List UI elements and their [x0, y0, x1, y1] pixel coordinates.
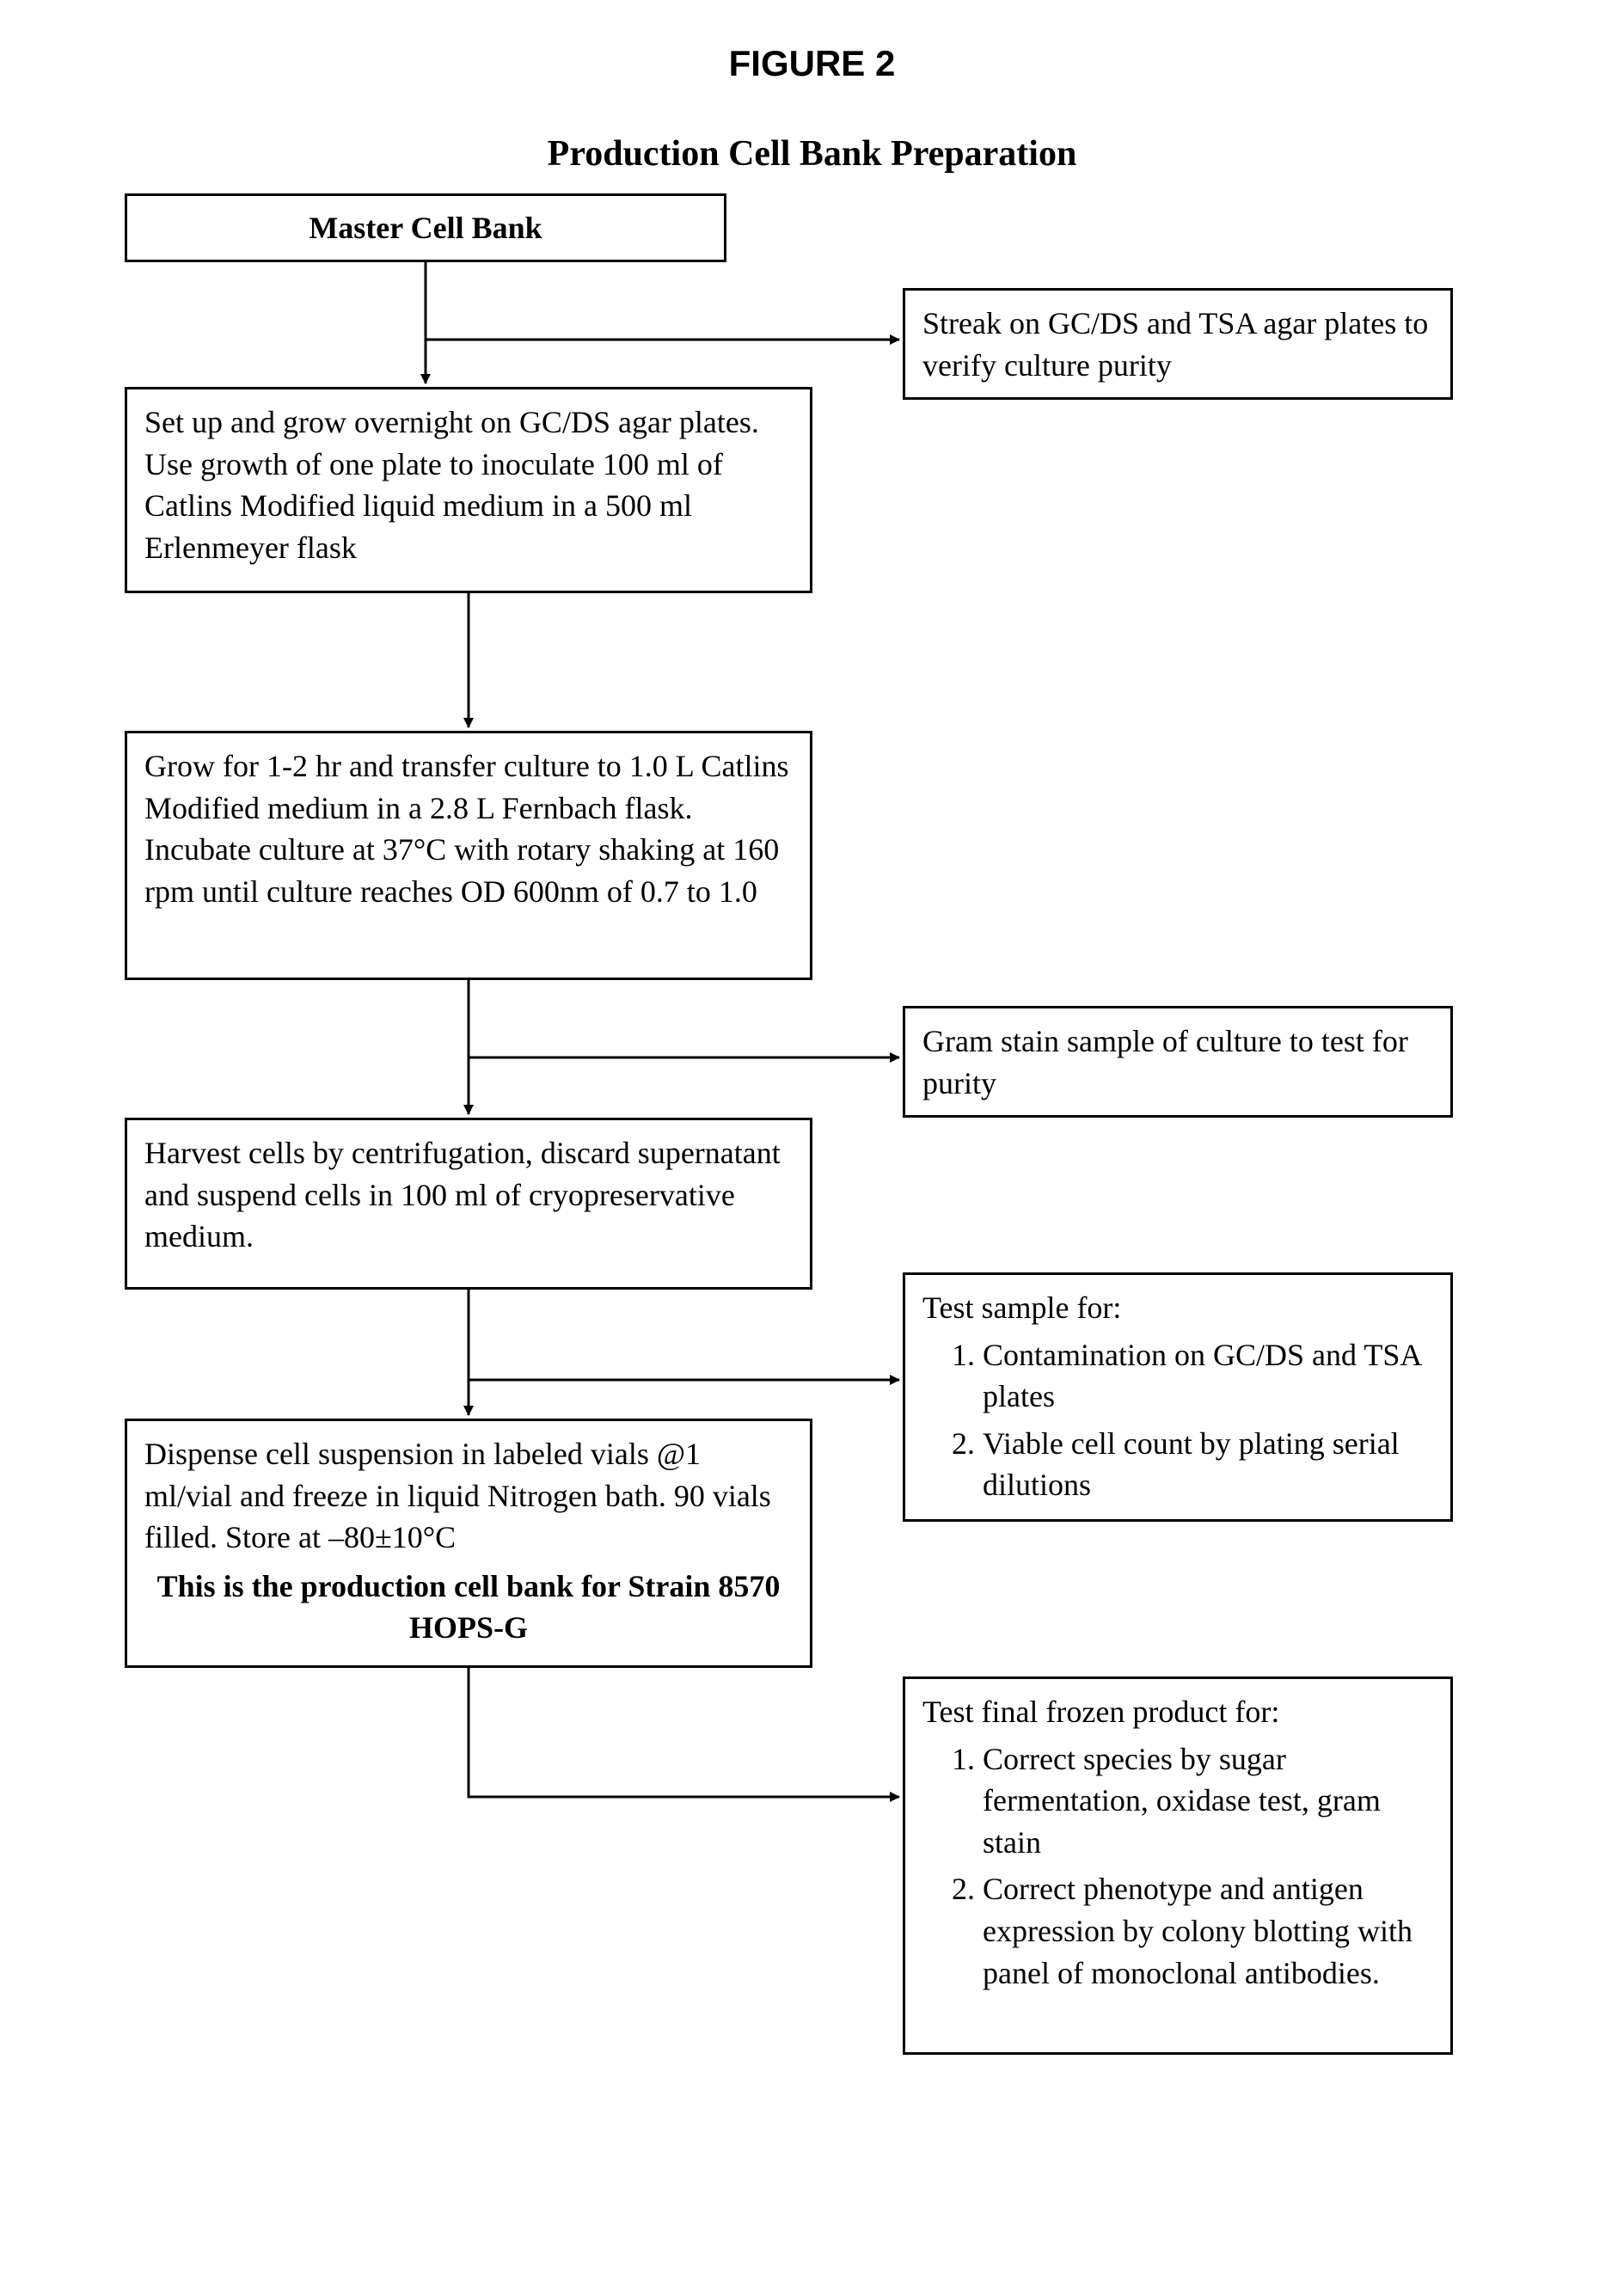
node-dispense-emphasis: This is the production cell bank for Str… — [144, 1566, 793, 1649]
test-final-heading: Test final frozen product for: — [922, 1695, 1279, 1729]
node-gram-stain: Gram stain sample of culture to test for… — [903, 1006, 1453, 1118]
node-master-cell-bank: Master Cell Bank — [125, 193, 726, 262]
test-sample-heading: Test sample for: — [922, 1290, 1121, 1325]
node-grow-transfer: Grow for 1-2 hr and transfer culture to … — [125, 731, 812, 980]
node-dispense: Dispense cell suspension in labeled vial… — [125, 1419, 812, 1668]
node-harvest: Harvest cells by centrifugation, discard… — [125, 1118, 812, 1290]
figure-label: FIGURE 2 — [0, 43, 1624, 84]
diagram-title: Production Cell Bank Preparation — [0, 133, 1624, 175]
test-final-list: Correct species by sugar fermentation, o… — [922, 1738, 1433, 1995]
test-sample-list: Contamination on GC/DS and TSA plates Vi… — [922, 1334, 1433, 1506]
node-test-sample: Test sample for: Contamination on GC/DS … — [903, 1272, 1453, 1522]
page: FIGURE 2 Production Cell Bank Preparatio… — [0, 0, 1624, 2274]
test-sample-item-2: Viable cell count by plating serial dilu… — [983, 1423, 1433, 1506]
node-setup-grow: Set up and grow overnight on GC/DS agar … — [125, 387, 812, 593]
node-streak: Streak on GC/DS and TSA agar plates to v… — [903, 288, 1453, 400]
test-final-item-1: Correct species by sugar fermentation, o… — [983, 1738, 1433, 1864]
node-dispense-body: Dispense cell suspension in labeled vial… — [144, 1437, 771, 1554]
test-sample-item-1: Contamination on GC/DS and TSA plates — [983, 1334, 1433, 1418]
node-test-final: Test final frozen product for: Correct s… — [903, 1676, 1453, 2055]
test-final-item-2: Correct phenotype and antigen expression… — [983, 1868, 1433, 1994]
